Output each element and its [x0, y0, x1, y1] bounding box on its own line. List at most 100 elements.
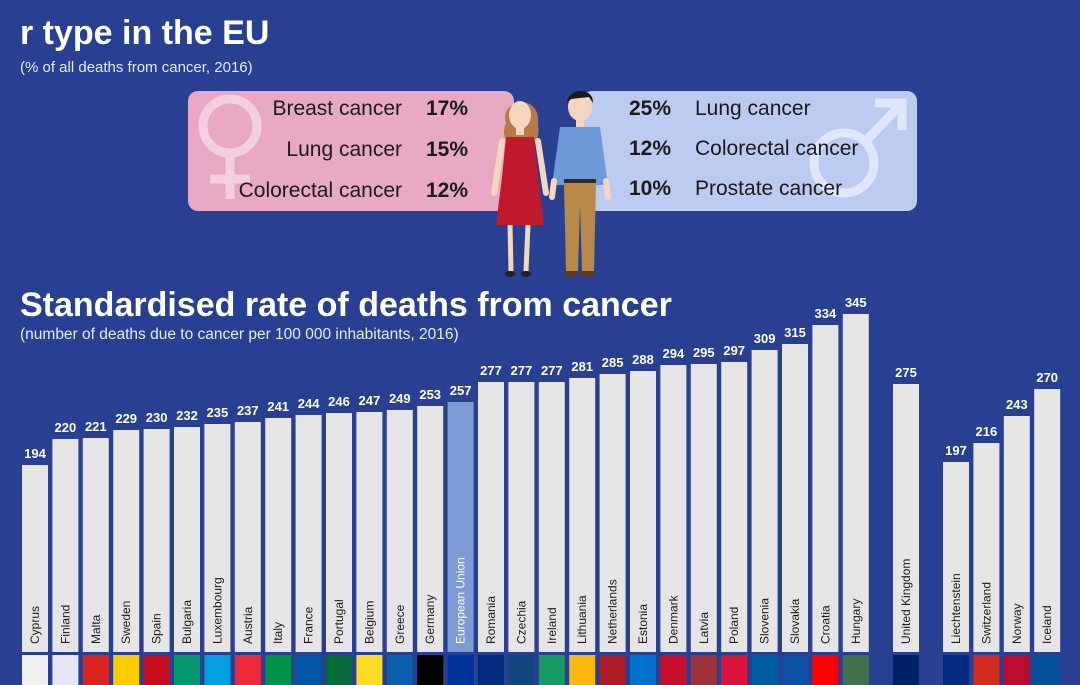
value-label: 237	[237, 403, 259, 418]
bar-hungary	[842, 314, 869, 652]
bar-iceland	[1034, 389, 1061, 652]
flag-icon	[782, 655, 808, 685]
male-row-label: Prostate cancer	[695, 177, 843, 200]
flag-icon	[174, 655, 200, 685]
flag-icon	[893, 655, 919, 685]
category-label: Croatia	[818, 605, 832, 644]
category-label: Portugal	[332, 599, 346, 644]
category-label: Cyprus	[28, 606, 42, 644]
value-label: 216	[976, 424, 998, 439]
category-label: Liechtenstein	[949, 573, 963, 644]
bar-belgium	[356, 412, 383, 652]
bar-european-union	[447, 402, 474, 652]
male-panel: 25% Lung cancer 12% Colorectal cancer 10…	[582, 91, 917, 211]
female-row-label: Colorectal cancer	[238, 179, 402, 202]
value-label: 221	[85, 419, 107, 434]
couple-illustration	[491, 91, 611, 277]
flag-icon	[630, 655, 656, 685]
male-row-label: Lung cancer	[695, 97, 811, 120]
bar-cyprus	[22, 465, 48, 652]
value-label: 297	[723, 343, 745, 358]
bar-latvia	[690, 364, 717, 652]
value-label: 249	[389, 391, 411, 406]
value-label: 277	[480, 363, 502, 378]
category-label: Hungary	[849, 599, 863, 644]
value-label: 220	[55, 420, 77, 435]
bar-croatia	[812, 325, 839, 652]
category-label: Romania	[484, 596, 498, 644]
flag-icon	[326, 655, 352, 685]
value-label: 281	[571, 359, 593, 374]
value-label: 315	[784, 325, 806, 340]
male-row-pct: 12%	[629, 137, 672, 160]
value-label: 294	[663, 346, 685, 361]
category-label: Belgium	[362, 601, 376, 644]
value-label: 334	[815, 306, 837, 321]
flag-icon	[52, 655, 79, 685]
category-label: Germany	[423, 595, 437, 644]
value-label: 194	[24, 446, 46, 461]
top-title: r type in the EU	[20, 14, 270, 52]
bar-switzerland	[973, 443, 1000, 652]
woman-figure	[491, 101, 549, 277]
value-label: 246	[328, 394, 350, 409]
flag-icon	[690, 655, 717, 685]
category-label: Netherlands	[606, 579, 620, 644]
bar-estonia	[630, 371, 656, 652]
bar-malta	[82, 438, 109, 652]
flag-icon	[943, 655, 969, 685]
female-row-pct: 12%	[425, 179, 468, 202]
bar-france	[295, 415, 322, 652]
flag-icon	[508, 655, 535, 685]
value-label: 345	[845, 295, 867, 310]
flag-icon	[599, 655, 626, 685]
female-row-pct: 17%	[425, 97, 468, 120]
bar-united-kingdom	[893, 384, 919, 652]
value-label: 309	[754, 331, 776, 346]
female-panel: Breast cancer 17% Lung cancer 15% Colore…	[188, 91, 514, 211]
category-label: France	[302, 606, 316, 644]
value-label: 241	[267, 399, 289, 414]
category-label: European Union	[454, 557, 468, 644]
flag-icon	[113, 655, 140, 685]
bar-austria	[234, 422, 261, 652]
female-row-label: Lung cancer	[286, 138, 402, 161]
flag-icon	[721, 655, 748, 685]
bar-greece	[386, 410, 413, 652]
male-row-pct: 25%	[629, 97, 672, 120]
value-label: 277	[541, 363, 563, 378]
bar-norway	[1003, 416, 1030, 652]
value-label: 243	[1006, 397, 1028, 412]
flag-icon	[295, 655, 322, 685]
man-figure	[549, 91, 611, 277]
category-label: Norway	[1010, 603, 1024, 644]
flag-icon	[265, 655, 292, 685]
bar-poland	[721, 362, 748, 652]
category-label: Czechia	[514, 600, 528, 644]
flag-icon	[204, 655, 231, 685]
bar-spain	[143, 429, 170, 652]
female-row-label: Breast cancer	[272, 97, 402, 120]
value-label: 270	[1036, 370, 1058, 385]
female-row-pct: 15%	[425, 138, 468, 161]
flag-icon	[22, 655, 48, 685]
category-label: Lithuania	[575, 595, 589, 644]
bar-finland	[52, 439, 79, 652]
male-symbol-icon	[809, 98, 907, 198]
value-label: 230	[146, 410, 168, 425]
value-label: 285	[602, 355, 624, 370]
category-label: Switzerland	[979, 582, 993, 644]
bar-slovenia	[751, 350, 778, 652]
flag-icon	[1003, 655, 1030, 685]
category-label: Bulgaria	[180, 600, 194, 644]
value-label: 277	[511, 363, 533, 378]
value-label: 244	[298, 396, 320, 411]
category-label: Ireland	[545, 607, 559, 644]
bar-czechia	[508, 382, 535, 652]
bar-netherlands	[599, 374, 626, 652]
category-label: Italy	[271, 622, 285, 644]
bar-bulgaria	[174, 427, 200, 652]
flag-icon	[660, 655, 687, 685]
flag-icon	[234, 655, 261, 685]
